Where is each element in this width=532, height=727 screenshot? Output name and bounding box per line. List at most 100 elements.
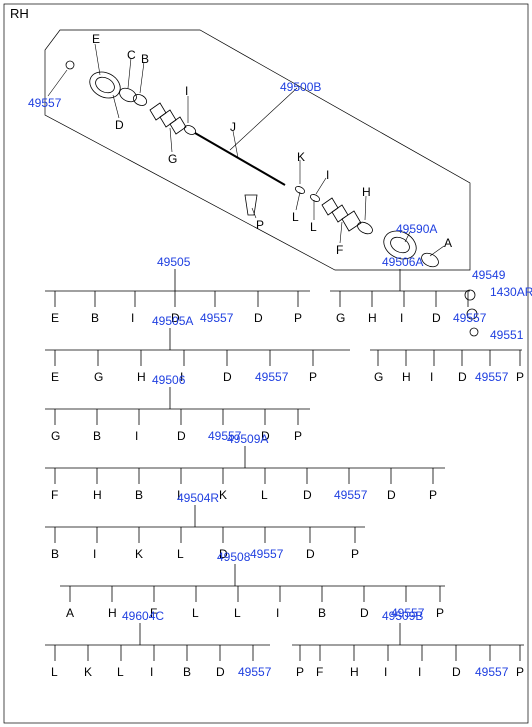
tree-8-tick-0: L bbox=[51, 665, 58, 679]
tree-9-tick-1: F bbox=[316, 665, 323, 679]
tree-3-tick-3: D bbox=[458, 370, 467, 384]
tree-header-5[interactable]: 49509A bbox=[227, 432, 268, 446]
tree-header-8[interactable]: 49604C bbox=[122, 609, 164, 623]
part-49549[interactable]: 49549 bbox=[472, 268, 505, 282]
tree-7-tick-7: D bbox=[360, 606, 369, 620]
tree-4-tick-0: G bbox=[51, 429, 60, 443]
tree-header-6[interactable]: 49504R bbox=[177, 491, 219, 505]
tree-5-tick-6: D bbox=[303, 488, 312, 502]
tree-3-tick-4[interactable]: 49557 bbox=[475, 370, 508, 384]
tree-6-tick-7: P bbox=[351, 547, 359, 561]
callout-D: D bbox=[115, 118, 124, 132]
tree-9-tick-6[interactable]: 49557 bbox=[475, 665, 508, 679]
tree-lines bbox=[45, 269, 524, 661]
part-49500B[interactable]: 49500B bbox=[280, 80, 321, 94]
tree-3-tick-2: I bbox=[430, 370, 433, 384]
tree-4-tick-1: B bbox=[93, 429, 101, 443]
callout-I2: I bbox=[326, 168, 329, 182]
exploded-view bbox=[66, 61, 478, 336]
callout-L2: L bbox=[310, 220, 317, 234]
tree-0-tick-6: P bbox=[294, 311, 302, 325]
tree-4-tick-2: I bbox=[135, 429, 138, 443]
tree-9-tick-3: I bbox=[384, 665, 387, 679]
tree-9-tick-2: H bbox=[350, 665, 359, 679]
tree-6-tick-2: K bbox=[135, 547, 143, 561]
callout-P: P bbox=[256, 218, 264, 232]
tree-9-tick-7: P bbox=[516, 665, 524, 679]
tree-header-2[interactable]: 49505A bbox=[152, 314, 193, 328]
tree-5-tick-0: F bbox=[51, 488, 58, 502]
tree-2-tick-2: H bbox=[137, 370, 146, 384]
tree-7-tick-4: L bbox=[234, 606, 241, 620]
tree-8-tick-6[interactable]: 49557 bbox=[238, 665, 271, 679]
tree-8-tick-5: D bbox=[216, 665, 225, 679]
tree-2-tick-5[interactable]: 49557 bbox=[255, 370, 288, 384]
callout-C: C bbox=[127, 48, 136, 62]
tree-7-tick-3: L bbox=[192, 606, 199, 620]
tree-2-tick-0: E bbox=[51, 370, 59, 384]
tree-3-tick-0: G bbox=[374, 370, 383, 384]
tree-4-tick-6: P bbox=[294, 429, 302, 443]
callout-H: H bbox=[362, 185, 371, 199]
tree-5-tick-9: P bbox=[429, 488, 437, 502]
callout-B: B bbox=[141, 52, 149, 66]
callout-leaders bbox=[48, 44, 444, 256]
callout-F: F bbox=[336, 243, 343, 257]
tree-6-tick-1: I bbox=[93, 547, 96, 561]
tree-0-tick-0: E bbox=[51, 311, 59, 325]
tree-2-tick-4: D bbox=[223, 370, 232, 384]
tree-8-tick-4: B bbox=[183, 665, 191, 679]
tree-7-tick-9: P bbox=[436, 606, 444, 620]
callout-G: G bbox=[168, 152, 177, 166]
tree-5-tick-2: B bbox=[135, 488, 143, 502]
tree-1-tick-4[interactable]: 49557 bbox=[453, 311, 486, 325]
page-root: RH bbox=[0, 0, 532, 727]
tree-0-tick-2: I bbox=[131, 311, 134, 325]
tree-header-1[interactable]: 49506A bbox=[382, 255, 423, 269]
part-49590A[interactable]: 49590A bbox=[396, 222, 437, 236]
tree-7-tick-6: B bbox=[318, 606, 326, 620]
callout-I1: I bbox=[185, 84, 188, 98]
tree-1-tick-3: D bbox=[432, 311, 441, 325]
tree-1-tick-2: I bbox=[400, 311, 403, 325]
tree-5-tick-4: K bbox=[219, 488, 227, 502]
tree-4-tick-3: D bbox=[177, 429, 186, 443]
callout-J: J bbox=[230, 120, 236, 134]
tree-2-tick-6: P bbox=[309, 370, 317, 384]
tree-0-tick-5: D bbox=[254, 311, 263, 325]
callout-A: A bbox=[444, 236, 452, 250]
outer-frame bbox=[4, 4, 528, 723]
tree-6-tick-5[interactable]: 49557 bbox=[250, 547, 283, 561]
tree-header-7[interactable]: 49508 bbox=[217, 550, 250, 564]
tree-9-tick-5: D bbox=[452, 665, 461, 679]
tree-3-tick-1: H bbox=[402, 370, 411, 384]
tree-5-tick-1: H bbox=[93, 488, 102, 502]
tree-8-tick-2: L bbox=[117, 665, 124, 679]
callout-L1: L bbox=[292, 210, 299, 224]
tree-header-4[interactable]: 49506 bbox=[152, 373, 185, 387]
tree-6-tick-0: B bbox=[51, 547, 59, 561]
tree-2-tick-1: G bbox=[94, 370, 103, 384]
tree-0-tick-1: B bbox=[91, 311, 99, 325]
callout-K: K bbox=[297, 150, 305, 164]
tree-1-tick-0: G bbox=[336, 311, 345, 325]
tree-6-tick-6: D bbox=[306, 547, 315, 561]
tree-8-tick-1: K bbox=[84, 665, 92, 679]
tree-3-tick-5: P bbox=[516, 370, 524, 384]
tree-5-tick-7[interactable]: 49557 bbox=[334, 488, 367, 502]
tree-5-tick-8: D bbox=[387, 488, 396, 502]
tree-9-tick-4: I bbox=[418, 665, 421, 679]
tree-header-9[interactable]: 49509B bbox=[382, 609, 423, 623]
tree-5-tick-5: L bbox=[261, 488, 268, 502]
tree-6-tick-3: L bbox=[177, 547, 184, 561]
tree-7-tick-0: A bbox=[66, 606, 74, 620]
part-1430AR[interactable]: 1430AR bbox=[490, 285, 532, 299]
tree-7-tick-1: H bbox=[108, 606, 117, 620]
tree-0-tick-4[interactable]: 49557 bbox=[200, 311, 233, 325]
part-49557[interactable]: 49557 bbox=[28, 96, 61, 110]
tree-7-tick-5: I bbox=[276, 606, 279, 620]
tree-9-tick-0: P bbox=[296, 665, 304, 679]
tree-header-0[interactable]: 49505 bbox=[157, 255, 190, 269]
part-49551[interactable]: 49551 bbox=[490, 328, 523, 342]
diagram-svg bbox=[0, 0, 532, 727]
